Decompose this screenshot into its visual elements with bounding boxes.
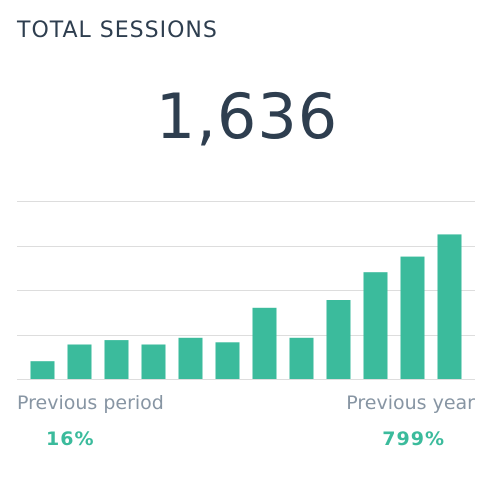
chart-bar[interactable] (104, 340, 129, 379)
chart-bar[interactable] (215, 342, 240, 379)
previous-year-label: Previous year (346, 392, 475, 414)
chart-bar[interactable] (400, 256, 425, 379)
widget-title: TOTAL SESSIONS (17, 18, 218, 43)
chart-bar[interactable] (326, 300, 351, 379)
chart-bar[interactable] (141, 344, 166, 380)
chart-bar[interactable] (363, 272, 388, 379)
previous-period-label: Previous period (17, 392, 164, 414)
total-sessions-value: 1,636 (155, 80, 339, 153)
sessions-bar-chart (17, 201, 475, 380)
chart-bar[interactable] (437, 234, 462, 379)
chart-bar[interactable] (178, 337, 203, 379)
chart-bar[interactable] (67, 344, 92, 380)
chart-bar[interactable] (30, 361, 55, 379)
chart-bar[interactable] (289, 337, 314, 379)
chart-bar[interactable] (252, 307, 277, 379)
previous-period-value: 16% (46, 428, 95, 450)
previous-year-value: 799% (382, 428, 445, 450)
